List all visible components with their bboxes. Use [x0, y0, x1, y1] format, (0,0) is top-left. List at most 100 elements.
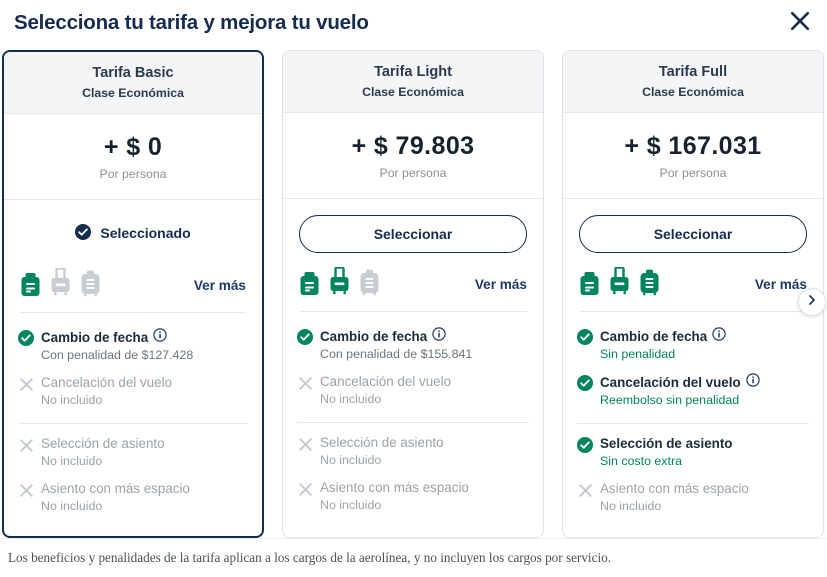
feature-subtitle: No incluido: [41, 454, 103, 468]
feature-title-row: Cambio de fecha: [41, 328, 248, 347]
feature-list: Cambio de fecha Sin penalidad Cancelació…: [563, 312, 823, 520]
info-icon[interactable]: [153, 328, 167, 347]
info-icon[interactable]: [712, 327, 726, 346]
close-button[interactable]: [781, 2, 819, 40]
feature-title: Selección de asiento: [41, 436, 165, 451]
check-icon: [75, 223, 92, 243]
feature-group-changes: Cambio de fecha Con penalidad de $155.84…: [297, 322, 529, 413]
personal-item-icon: [299, 271, 320, 301]
feature-seleccion-de-asiento: Selección de asiento No incluido: [297, 429, 529, 474]
check-icon: [577, 329, 593, 345]
fare-price-block: + $ 167.031 Por persona: [563, 113, 823, 199]
fare-price-block: + $ 0 Por persona: [4, 114, 262, 200]
personal-item-icon: [579, 271, 600, 301]
fare-card-header: Tarifa Basic Clase Económica: [4, 52, 262, 114]
ver-mas-link[interactable]: Ver más: [193, 277, 246, 293]
feature-subtitle: Con penalidad de $155.841: [320, 347, 473, 361]
feature-body: Asiento con más espacio No incluido: [320, 479, 529, 514]
divider: [299, 311, 527, 312]
fare-action-area: Seleccionar: [563, 199, 823, 255]
page-title: Selecciona tu tarifa y mejora tu vuelo: [14, 10, 369, 34]
feature-group-seats: Selección de asiento No incluido Asiento…: [18, 430, 248, 520]
checked-bag-icon: [359, 269, 380, 301]
feature-body: Cancelación del vuelo No incluido: [41, 374, 248, 409]
feature-body: Cancelación del vuelo Reembolso sin pena…: [600, 373, 809, 409]
feature-title: Cambio de fecha: [41, 329, 149, 345]
feature-title-row: Cancelación del vuelo: [41, 374, 248, 392]
feature-title: Cancelación del vuelo: [600, 374, 741, 390]
feature-cambio-de-fecha: Cambio de fecha Sin penalidad: [577, 322, 809, 368]
check-icon: [577, 437, 593, 453]
personal-item-icon: [20, 272, 41, 302]
info-icon[interactable]: [432, 327, 446, 346]
fare-price-block: + $ 79.803 Por persona: [283, 113, 543, 199]
carry-on-icon: [329, 266, 350, 301]
info-icon[interactable]: [745, 373, 760, 392]
feature-list: Cambio de fecha Con penalidad de $127.42…: [4, 313, 262, 520]
divider: [20, 312, 246, 313]
modal-footer: Los beneficios y penalidades de la tarif…: [0, 538, 827, 577]
fare-price-note: Por persona: [379, 166, 447, 180]
feature-subtitle: No incluido: [320, 392, 382, 406]
feature-title: Cancelación del vuelo: [41, 375, 173, 390]
feature-body: Asiento con más espacio No incluido: [41, 480, 248, 515]
fare-title: Tarifa Light: [374, 64, 452, 80]
feature-group-changes: Cambio de fecha Sin penalidad Cancelació…: [577, 322, 809, 414]
feature-asiento-con-mas-espacio: Asiento con más espacio No incluido: [577, 475, 809, 520]
fare-card-header: Tarifa Light Clase Económica: [283, 51, 543, 113]
feature-subtitle: Sin costo extra: [600, 454, 682, 468]
fare-price: + $ 0: [103, 133, 163, 161]
feature-asiento-con-mas-espacio: Asiento con más espacio No incluido: [297, 474, 529, 519]
fare-title: Tarifa Basic: [92, 65, 174, 81]
feature-subtitle: Con penalidad de $127.428: [41, 348, 194, 362]
feature-title-row: Cambio de fecha: [320, 327, 529, 346]
carry-on-icon: [609, 266, 630, 301]
feature-title: Selección de asiento: [320, 435, 444, 450]
feature-subtitle: No incluido: [320, 453, 382, 467]
ver-mas-link[interactable]: Ver más: [474, 276, 527, 292]
baggage-row: Ver más: [563, 255, 823, 311]
modal-header: Selecciona tu tarifa y mejora tu vuelo: [0, 0, 827, 45]
feature-title-row: Cancelación del vuelo: [320, 373, 529, 391]
baggage-icons: [20, 267, 101, 302]
select-fare-button[interactable]: Seleccionar: [579, 215, 807, 253]
feature-group-changes: Cambio de fecha Con penalidad de $127.42…: [18, 323, 248, 414]
cross-icon: [18, 482, 34, 498]
fare-price: + $ 167.031: [624, 132, 762, 160]
feature-title-row: Asiento con más espacio: [41, 480, 248, 498]
feature-title-row: Selección de asiento: [320, 434, 529, 452]
fare-price-note: Por persona: [659, 166, 727, 180]
feature-seleccion-de-asiento: Selección de asiento No incluido: [18, 430, 248, 475]
feature-title: Asiento con más espacio: [320, 480, 469, 495]
ver-mas-link[interactable]: Ver más: [754, 276, 807, 292]
fare-action-area: Seleccionar: [283, 199, 543, 255]
feature-body: Asiento con más espacio No incluido: [600, 480, 809, 515]
fare-card-basic[interactable]: Tarifa Basic Clase Económica + $ 0 Por p…: [2, 50, 264, 538]
feature-separator: [577, 423, 809, 424]
carry-on-icon: [50, 267, 71, 302]
cross-icon: [297, 375, 313, 391]
feature-title: Cambio de fecha: [600, 328, 708, 344]
feature-cambio-de-fecha: Cambio de fecha Con penalidad de $155.84…: [297, 322, 529, 368]
close-icon: [789, 10, 811, 32]
feature-body: Selección de asiento No incluido: [41, 435, 248, 470]
feature-title: Asiento con más espacio: [600, 481, 749, 496]
checked-bag-icon: [80, 270, 101, 302]
feature-title: Cambio de fecha: [320, 328, 428, 344]
fare-cabin-class: Clase Económica: [362, 85, 464, 99]
feature-title-row: Asiento con más espacio: [320, 479, 529, 497]
fare-cabin-class: Clase Económica: [642, 85, 744, 99]
feature-body: Selección de asiento No incluido: [320, 434, 529, 469]
fare-title: Tarifa Full: [658, 64, 728, 80]
feature-subtitle: No incluido: [320, 498, 382, 512]
feature-title-row: Cambio de fecha: [600, 327, 809, 346]
cross-icon: [577, 482, 593, 498]
fare-price-note: Por persona: [99, 167, 167, 181]
next-fare-button[interactable]: [798, 288, 826, 316]
fare-card-light[interactable]: Tarifa Light Clase Económica + $ 79.803 …: [282, 50, 544, 538]
select-fare-button[interactable]: Seleccionar: [299, 215, 527, 253]
fare-card-full[interactable]: Tarifa Full Clase Económica + $ 167.031 …: [562, 50, 824, 538]
feature-title-row: Selección de asiento: [600, 435, 809, 453]
feature-subtitle: Reembolso sin penalidad: [600, 393, 740, 407]
check-icon: [577, 375, 593, 391]
